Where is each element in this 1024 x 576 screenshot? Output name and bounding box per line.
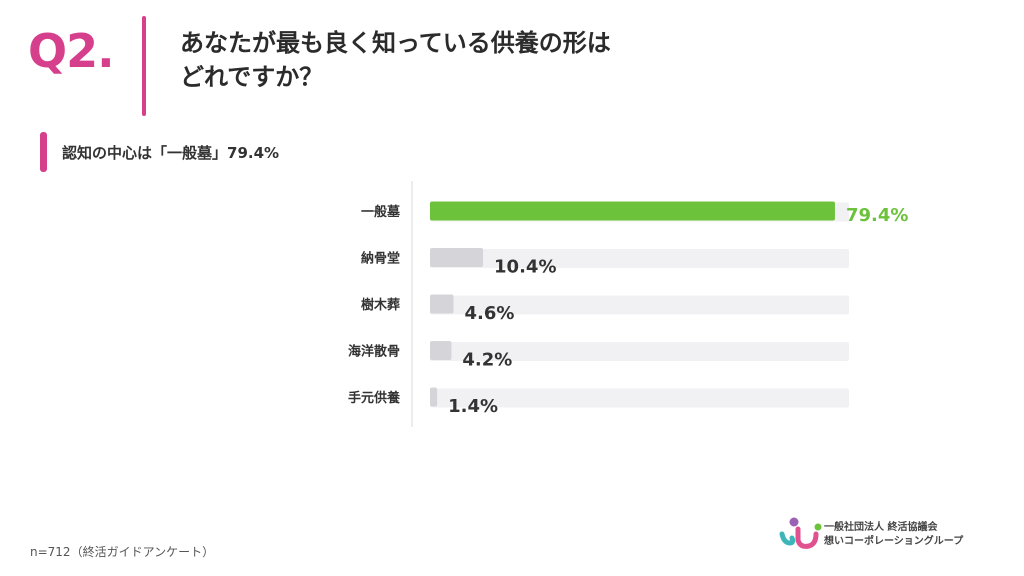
question-title-line2: どれですか？ [180, 63, 324, 91]
organization-logo-mark [779, 517, 822, 549]
bar-track [430, 295, 849, 315]
chart-subtitle: 認知の中心は「一般墓」79.4% [62, 144, 280, 162]
question-title-line1: あなたが最も良く知っている供養の形は [180, 29, 611, 57]
bar-track [430, 342, 849, 361]
question-number: Q2. [28, 24, 115, 78]
category-label: 手元供養 [348, 390, 400, 406]
bar [430, 387, 438, 407]
value-label: 4.6% [464, 303, 514, 324]
bar [430, 341, 452, 360]
bar [430, 201, 835, 221]
value-label: 1.4% [448, 396, 498, 417]
question-title: あなたが最も良く知っている供養の形は どれですか？ [180, 26, 611, 94]
organization-logo: 一般社団法人 終活協議会 想いコーポレーショングループ [778, 516, 978, 556]
value-label: 4.2% [462, 350, 512, 371]
title-divider [142, 16, 146, 116]
bar-track [430, 249, 849, 268]
organization-name-line1: 一般社団法人 終活協議会 [824, 522, 938, 533]
organization-name-line2: 想いコーポレーショングループ [824, 536, 964, 547]
bar [430, 294, 454, 314]
bar [430, 248, 484, 267]
category-label: 樹木葬 [361, 297, 400, 313]
organization-name: 一般社団法人 終活協議会 想いコーポレーショングループ [824, 521, 963, 549]
value-label: 79.4% [846, 205, 908, 226]
category-label: 海洋散骨 [348, 344, 400, 360]
category-label: 一般墓 [361, 204, 401, 220]
subtitle-accent-bar [40, 132, 47, 172]
category-label: 納骨堂 [361, 251, 400, 267]
sample-size-note: n=712（終活ガイドアンケート） [30, 545, 215, 559]
value-label: 10.4% [494, 257, 556, 278]
bar-track [430, 388, 849, 408]
